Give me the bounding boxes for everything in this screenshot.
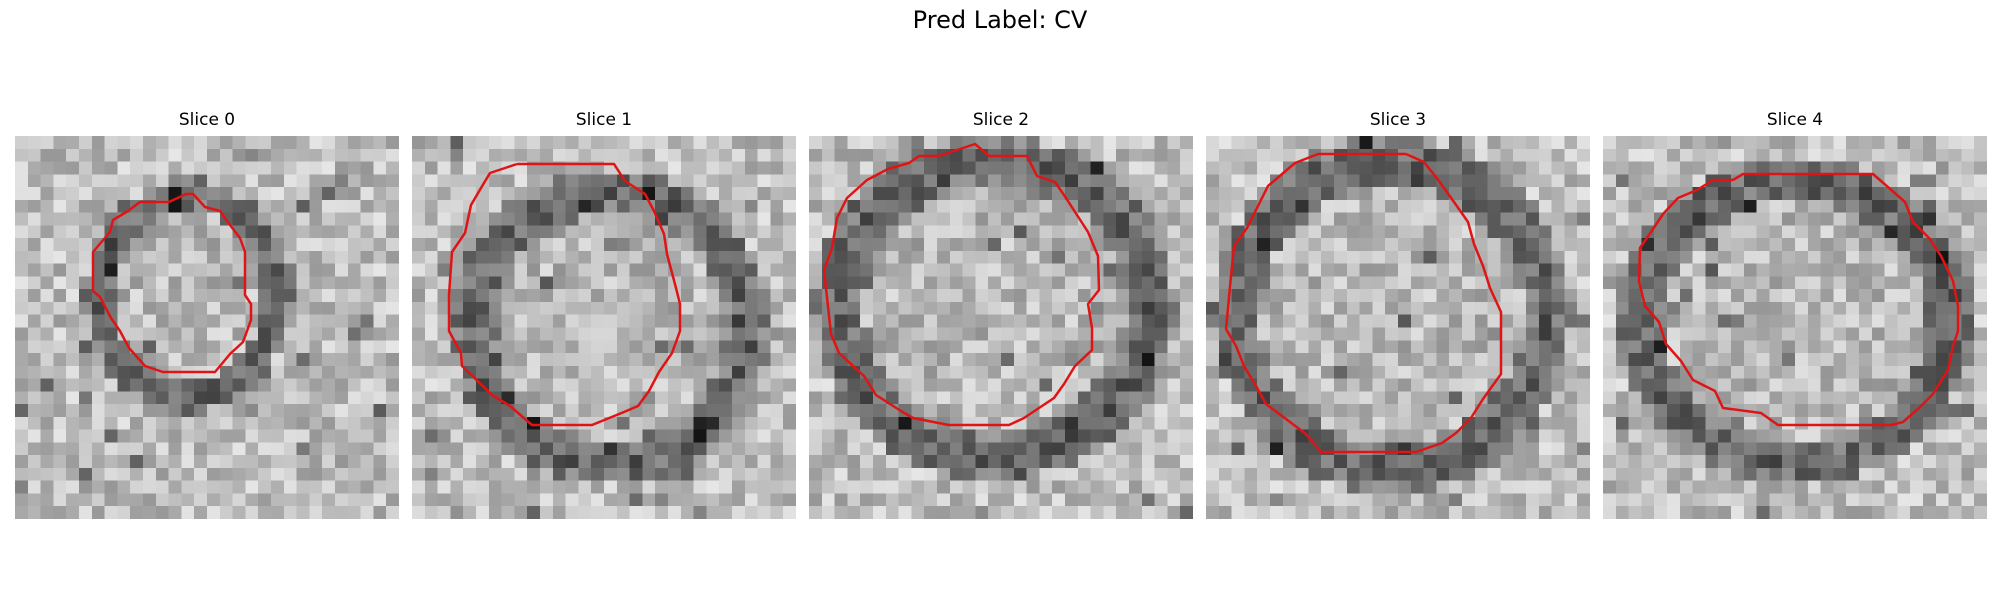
slice-title-1: Slice 1	[575, 110, 633, 130]
slice-title-4: Slice 4	[1766, 110, 1824, 130]
slice-pixels-2	[809, 136, 1193, 519]
slice-contour-4	[1637, 172, 1960, 427]
figure-title: Pred Label: CV	[912, 6, 1088, 34]
slice-contour-1	[447, 162, 682, 427]
slice-pixels-4	[1603, 136, 1987, 519]
slice-title-2: Slice 2	[972, 110, 1030, 130]
slice-panel-0: Slice 0	[15, 108, 399, 519]
slice-title-0: Slice 0	[178, 110, 236, 130]
slice-pixels-0	[15, 136, 399, 519]
slice-image-4	[1603, 136, 1987, 519]
slice-panel-3: Slice 3	[1206, 108, 1590, 519]
slice-image-0	[15, 136, 399, 519]
slice-panel-1: Slice 1	[412, 108, 796, 519]
slice-panel-2: Slice 2	[809, 108, 1193, 519]
slice-pixels-3	[1206, 136, 1590, 519]
slice-pixels-1	[412, 136, 796, 519]
slice-image-2	[809, 136, 1193, 519]
slice-title-3: Slice 3	[1369, 110, 1427, 130]
slice-image-1	[412, 136, 796, 519]
slice-panel-4: Slice 4	[1603, 108, 1987, 519]
slice-contour-2	[822, 142, 1101, 427]
slice-contour-0	[91, 192, 253, 374]
slice-contour-3	[1224, 152, 1503, 454]
slice-image-3	[1206, 136, 1590, 519]
